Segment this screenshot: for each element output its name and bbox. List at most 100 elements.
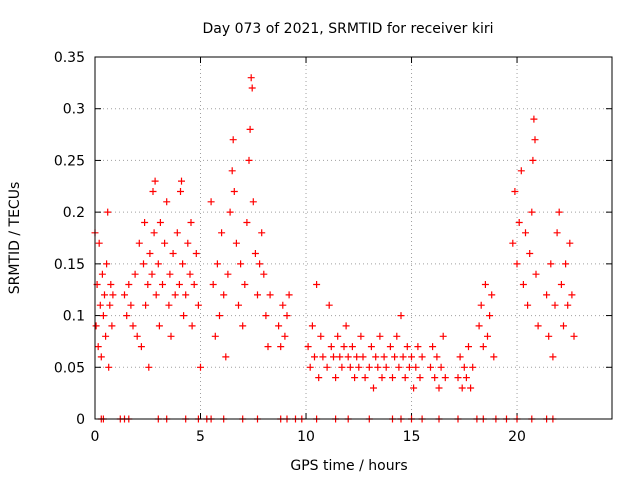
data-point bbox=[102, 332, 110, 340]
data-point bbox=[315, 374, 323, 382]
data-point bbox=[490, 353, 498, 361]
data-point bbox=[213, 260, 221, 268]
data-point bbox=[353, 353, 361, 361]
y-tick-label: 0.1 bbox=[63, 309, 85, 325]
y-tick-label: 0.35 bbox=[54, 50, 85, 66]
x-tick-label: 20 bbox=[508, 429, 526, 445]
x-tick-label: 10 bbox=[297, 429, 315, 445]
data-point bbox=[177, 188, 184, 195]
data-point bbox=[458, 384, 466, 392]
data-point bbox=[144, 281, 152, 288]
data-point bbox=[243, 219, 251, 226]
data-point bbox=[171, 291, 179, 299]
data-point bbox=[435, 384, 443, 392]
data-point bbox=[408, 353, 415, 361]
data-point bbox=[232, 239, 240, 247]
data-point bbox=[441, 374, 449, 382]
data-point bbox=[281, 332, 289, 340]
data-point bbox=[410, 384, 418, 392]
x-tick-label: 5 bbox=[196, 429, 205, 445]
grid-lines bbox=[95, 57, 612, 419]
data-point bbox=[359, 353, 367, 361]
data-point bbox=[403, 343, 411, 351]
data-point bbox=[348, 343, 356, 351]
data-point bbox=[249, 198, 257, 206]
data-point bbox=[258, 229, 266, 237]
data-point bbox=[101, 291, 108, 299]
data-point bbox=[275, 322, 283, 330]
data-point bbox=[431, 374, 439, 382]
data-point bbox=[484, 332, 491, 340]
data-point bbox=[308, 322, 316, 330]
data-point bbox=[515, 219, 523, 226]
data-point bbox=[311, 353, 318, 361]
data-point bbox=[279, 301, 287, 309]
data-point bbox=[175, 281, 183, 288]
data-point bbox=[439, 332, 447, 340]
data-point bbox=[98, 270, 106, 278]
data-point bbox=[509, 239, 517, 247]
data-point bbox=[386, 343, 394, 351]
data-point bbox=[192, 250, 200, 257]
data-point bbox=[564, 301, 572, 309]
data-point bbox=[338, 363, 346, 371]
data-point bbox=[517, 167, 525, 175]
data-point bbox=[156, 219, 164, 226]
data-point bbox=[260, 270, 268, 278]
data-point bbox=[207, 198, 215, 206]
data-point bbox=[92, 322, 100, 330]
data-point bbox=[306, 363, 314, 371]
data-point bbox=[416, 374, 424, 382]
data-point bbox=[488, 291, 496, 299]
data-point bbox=[264, 343, 272, 351]
data-point bbox=[399, 353, 407, 361]
data-point bbox=[437, 363, 445, 371]
data-point bbox=[486, 312, 494, 320]
data-point bbox=[224, 270, 232, 278]
data-point bbox=[159, 281, 166, 288]
data-point bbox=[230, 188, 238, 195]
data-point bbox=[137, 343, 145, 351]
data-point bbox=[531, 136, 539, 144]
data-point bbox=[568, 291, 576, 299]
data-point bbox=[526, 250, 534, 257]
data-point bbox=[190, 281, 198, 288]
data-point bbox=[327, 343, 335, 351]
data-point bbox=[142, 301, 150, 309]
data-point bbox=[481, 281, 489, 288]
data-point bbox=[180, 312, 188, 320]
data-point bbox=[340, 343, 348, 351]
data-point bbox=[513, 260, 521, 268]
data-point bbox=[150, 229, 158, 237]
data-point bbox=[429, 343, 437, 351]
y-tick-label: 0.3 bbox=[63, 102, 85, 118]
data-point bbox=[374, 363, 382, 371]
data-point bbox=[129, 322, 137, 330]
data-point bbox=[570, 332, 578, 340]
data-point bbox=[355, 363, 363, 371]
y-tick-label: 0.15 bbox=[54, 257, 85, 273]
data-point bbox=[344, 353, 352, 361]
data-point bbox=[534, 322, 542, 330]
data-point bbox=[99, 312, 107, 320]
data-point bbox=[154, 260, 162, 268]
data-point bbox=[460, 363, 468, 371]
data-point bbox=[378, 374, 386, 382]
data-point bbox=[248, 84, 256, 92]
data-point bbox=[222, 353, 230, 361]
data-point bbox=[370, 384, 377, 392]
x-tick-labels: 0 5 10 15 20 bbox=[91, 429, 526, 445]
data-point bbox=[325, 301, 333, 309]
data-point bbox=[376, 332, 384, 340]
data-point bbox=[94, 343, 102, 351]
data-point bbox=[351, 374, 359, 382]
data-point bbox=[332, 374, 340, 382]
data-point bbox=[254, 291, 261, 299]
y-tick-label: 0.2 bbox=[63, 205, 85, 221]
data-point bbox=[140, 260, 147, 268]
data-point bbox=[266, 291, 274, 299]
data-point bbox=[330, 353, 337, 361]
data-point bbox=[557, 281, 565, 288]
data-point bbox=[104, 208, 112, 216]
